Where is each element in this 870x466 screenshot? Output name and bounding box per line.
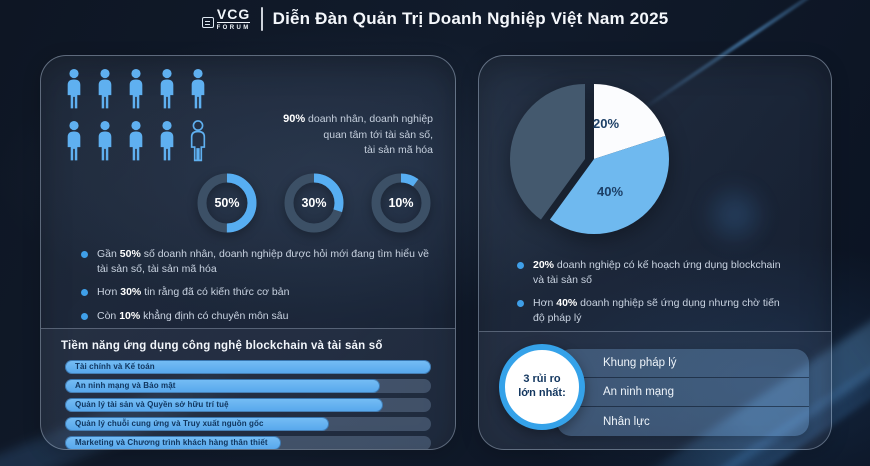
donut-chart-50: 50% [195,171,259,235]
bar-row: Quản lý tài sản và Quyền sở hữu trí tuệ [65,397,431,412]
logo-brand-text: VCG [216,6,251,23]
donut-chart-10: 10% [369,171,433,235]
pie-slice-label: 20% [593,116,620,131]
left-panel: 90% doanh nhân, doanh nghiệp quan tâm tớ… [40,55,456,450]
bullet-dot-icon [81,251,88,258]
section-title: Tiềm năng ứng dụng công nghệ blockchain … [61,339,383,352]
people-pictogram [57,68,215,165]
right-panel-top: 20% 40% 20% doanh nghiệp có kế hoạch ứng… [479,56,831,331]
bar-label: Tài chính và Kế toán [75,362,155,372]
header: VCG FORUM | Diễn Đàn Quản Trị Doanh Nghi… [0,7,870,31]
person-icon [63,120,85,165]
risk-item: Nhân lực [557,407,809,436]
risk-label: Khung pháp lý [603,357,677,369]
bar-chart: Tài chính và Kế toán An ninh mạng và Bảo… [65,359,431,449]
risk-list: Khung pháp lý An ninh mạng Nhân lực [557,349,809,436]
bullet-dot-icon [81,313,88,321]
person-icon [125,68,147,113]
person-outline-icon [187,120,209,165]
pie-slice-label: 40% [597,184,624,199]
bullet-dot-icon [517,262,524,269]
donut-label: 30% [301,196,327,210]
person-icon [63,68,85,113]
bullet-text: Còn 10% khẳng định có chuyên môn sâu [97,310,289,323]
bullet-item: 20% doanh nghiệp có kế hoạch ứng dụng bl… [517,258,789,287]
bar-row: Tài chính và Kế toán [65,359,431,374]
bar-label: An ninh mạng và Bảo mật [75,381,176,391]
bullet-text: Hơn 40% doanh nghiệp sẽ ứng dụng nhưng c… [533,297,780,325]
bar-label: Quản lý tài sản và Quyền sở hữu trí tuệ [75,400,229,410]
right-bullet-list: 20% doanh nghiệp có kế hoạch ứng dụng bl… [495,258,815,326]
bullet-text: Hơn 30% tin rằng đã có kiến thức cơ bản [97,286,290,299]
bullet-text: Gần 50% số doanh nhân, doanh nghiệp được… [97,248,429,275]
risk-badge: 3 rủi ro lớn nhất: [499,344,585,430]
bullet-item: Hơn 30% tin rằng đã có kiến thức cơ bản [81,285,429,300]
people-stat-text: 90% doanh nhân, doanh nghiệp quan tâm tớ… [283,113,433,157]
pie-chart: 20% 40% [509,74,679,244]
blockchain-potential-section: Tiềm năng ứng dụng công nghệ blockchain … [41,327,455,449]
person-icon [94,120,116,165]
logo-sub-text: FORUM [216,25,251,31]
page-title: Diễn Đàn Quản Trị Doanh Nghiệp Việt Nam … [272,9,669,28]
risk-item: An ninh mạng [557,378,809,407]
bullet-dot-icon [81,289,88,297]
risk-item: Khung pháp lý [557,349,809,378]
bullet-text: 20% doanh nghiệp có kế hoạch ứng dụng bl… [533,259,781,286]
bullet-item: Hơn 40% doanh nghiệp sẽ ứng dụng nhưng c… [517,296,789,325]
risk-label: Nhân lực [603,415,650,428]
bar-label: Marketing và Chương trình khách hàng thâ… [75,438,268,448]
person-icon [187,68,209,113]
bullet-item: Còn 10% khẳng định có chuyên môn sâu [81,309,429,324]
bullet-dot-icon [517,300,524,308]
donut-charts: 50% 30% 10% [57,171,439,235]
right-panel: 20% 40% 20% doanh nghiệp có kế hoạch ứng… [478,55,832,450]
bullet-item: Gần 50% số doanh nhân, doanh nghiệp được… [81,247,429,276]
risks-section: Khung pháp lý An ninh mạng Nhân lực 3 rủ… [479,331,831,449]
vcg-logo-icon [201,17,214,28]
person-icon [156,120,178,165]
bar-row: An ninh mạng và Bảo mật [65,378,431,393]
person-icon [156,68,178,113]
donut-label: 50% [214,196,240,210]
risk-label: An ninh mạng [603,386,674,398]
person-icon [94,68,116,113]
vcg-forum-logo: VCG FORUM [201,6,251,31]
left-panel-top: 90% doanh nhân, doanh nghiệp quan tâm tớ… [41,56,455,328]
person-icon [125,120,147,165]
donut-chart-30: 30% [282,171,346,235]
stat-pct: 90% [283,113,306,125]
donut-label: 10% [388,196,414,210]
header-separator: | [260,7,263,31]
bar-label: Quản lý chuỗi cung ứng và Truy xuất nguồ… [75,419,264,429]
bar-row: Quản lý chuỗi cung ứng và Truy xuất nguồ… [65,416,431,431]
left-bullet-list: Gần 50% số doanh nhân, doanh nghiệp được… [57,247,439,324]
bar-row: Marketing và Chương trình khách hàng thâ… [65,435,431,449]
